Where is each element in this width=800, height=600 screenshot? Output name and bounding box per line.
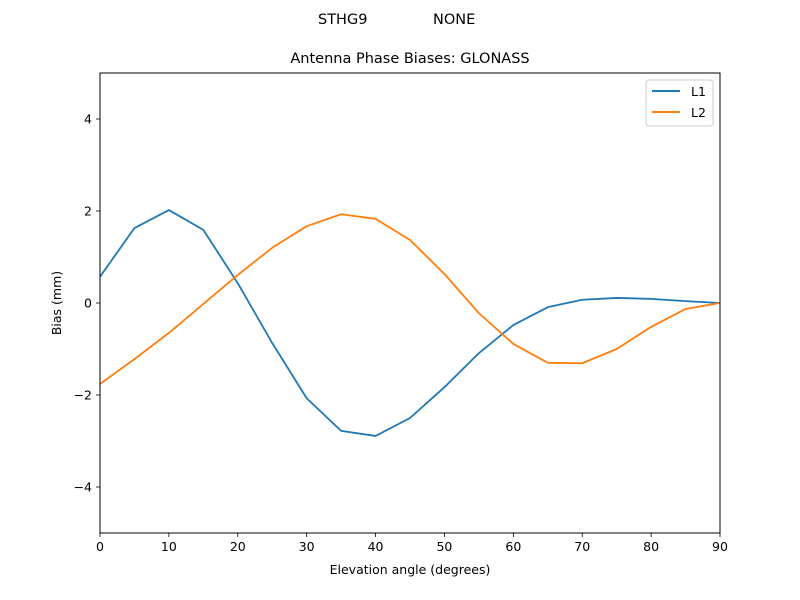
suptitle-station: STHG9 [318, 12, 367, 28]
legend-label-l2: L2 [691, 105, 706, 120]
x-axis-ticks: 0 10 20 30 40 50 60 70 80 90 [96, 533, 728, 554]
x-tick-label: 0 [96, 539, 104, 554]
x-axis-label: Elevation angle (degrees) [330, 562, 491, 577]
x-tick-label: 10 [161, 539, 177, 554]
series-line-l1 [99, 209, 721, 437]
y-tick-label: 0 [84, 296, 92, 311]
y-axis-ticks: −4 −2 0 2 4 [74, 112, 100, 495]
x-tick-label: 40 [368, 539, 384, 554]
x-tick-label: 50 [436, 539, 452, 554]
x-tick-label: 70 [574, 539, 590, 554]
x-tick-label: 90 [712, 539, 728, 554]
series-line-l2 [99, 213, 721, 385]
legend-label-l1: L1 [691, 84, 706, 99]
legend: L1 L2 [645, 79, 714, 127]
chart-title: Antenna Phase Biases: GLONASS [290, 51, 529, 67]
x-tick-label: 60 [505, 539, 521, 554]
y-tick-label: −2 [74, 388, 92, 403]
x-tick-label: 80 [643, 539, 659, 554]
y-axis-label: Bias (mm) [49, 271, 64, 335]
x-tick-label: 30 [299, 539, 315, 554]
y-tick-label: 4 [84, 112, 92, 127]
x-tick-label: 20 [230, 539, 246, 554]
y-tick-label: 2 [84, 204, 92, 219]
suptitle-antenna: NONE [433, 12, 475, 28]
plot-lines [99, 209, 721, 437]
y-tick-label: −4 [74, 480, 92, 495]
